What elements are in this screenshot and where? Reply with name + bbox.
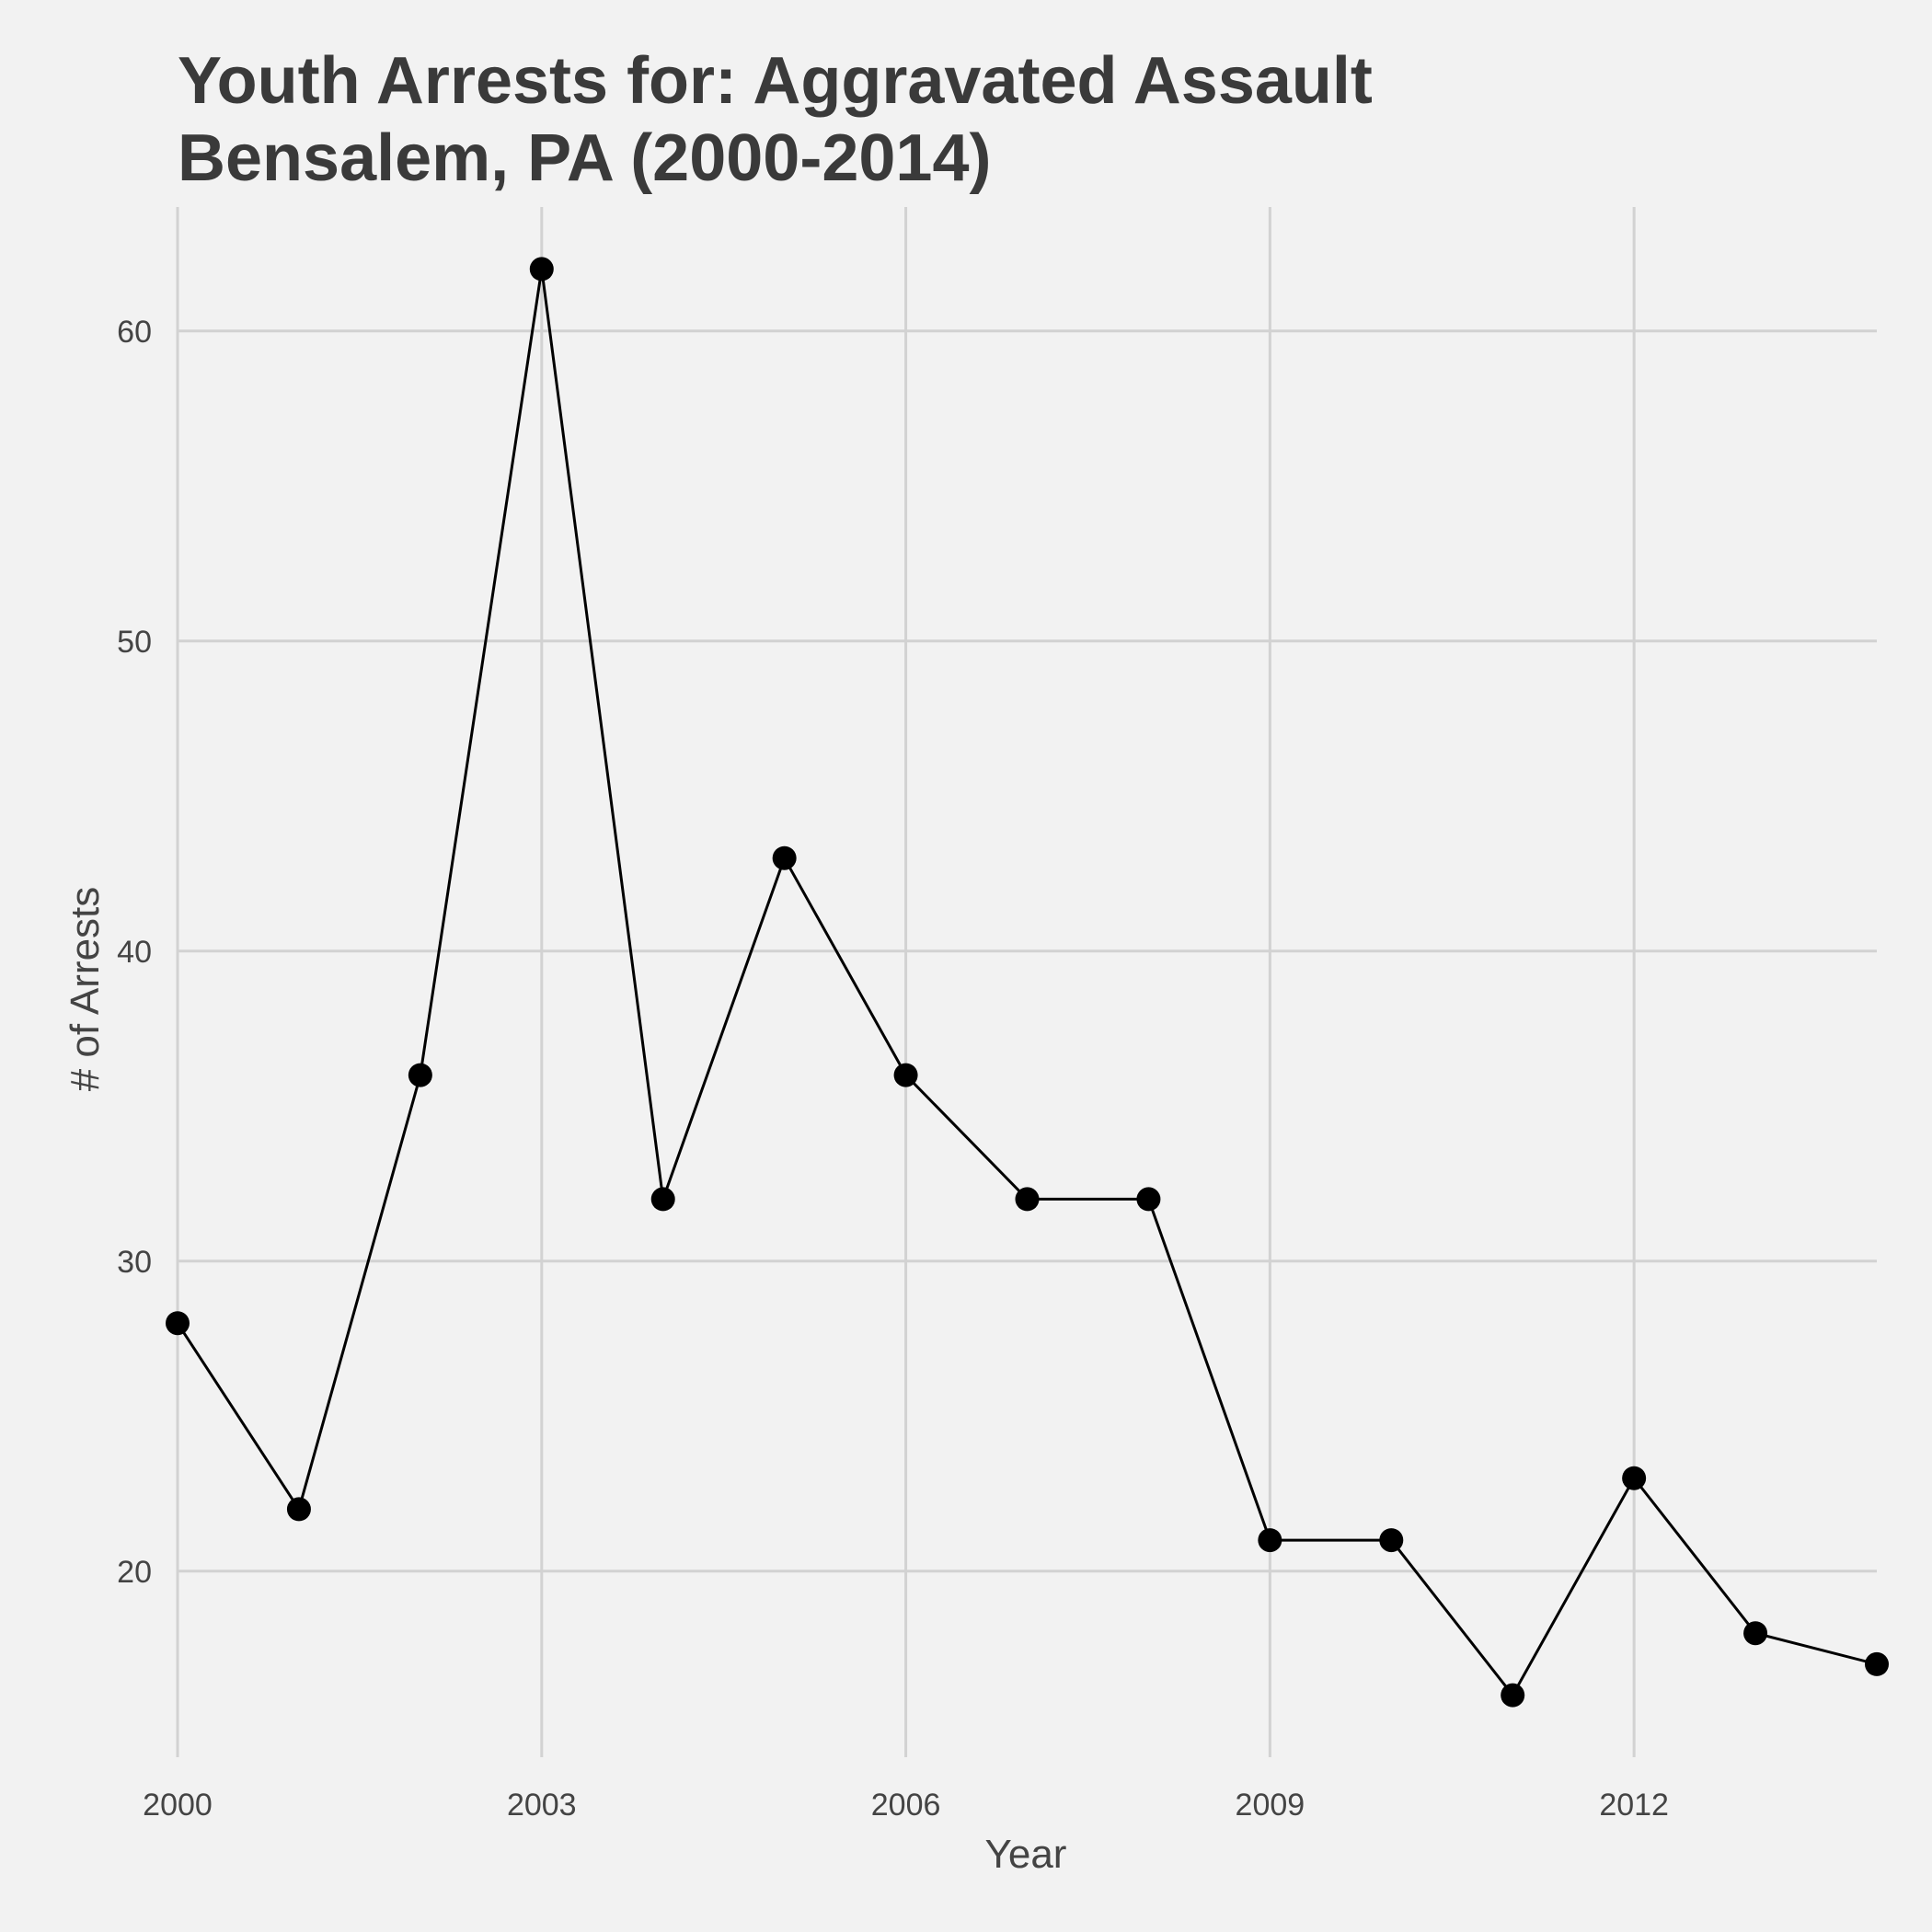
data-series bbox=[166, 257, 1889, 1707]
x-tick-label-2009: 2009 bbox=[1236, 1788, 1305, 1823]
y-tick-label-20: 20 bbox=[117, 1555, 152, 1590]
data-point-2004 bbox=[651, 1187, 675, 1211]
grid-lines bbox=[178, 207, 1877, 1757]
data-point-2008 bbox=[1136, 1187, 1160, 1211]
data-point-2007 bbox=[1016, 1187, 1040, 1211]
data-point-2006 bbox=[894, 1064, 918, 1087]
data-point-2009 bbox=[1258, 1528, 1282, 1552]
x-axis-label: Year bbox=[985, 1832, 1067, 1877]
data-point-2002 bbox=[408, 1064, 432, 1087]
chart-title-line-2: Bensalem, PA (2000-2014) bbox=[178, 121, 991, 195]
data-point-2010 bbox=[1379, 1528, 1403, 1552]
y-tick-label-50: 50 bbox=[117, 625, 152, 660]
y-tick-label-40: 40 bbox=[117, 935, 152, 970]
y-tick-label-30: 30 bbox=[117, 1245, 152, 1280]
chart-title-line-1: Youth Arrests for: Aggravated Assault bbox=[178, 44, 1373, 118]
data-point-2013 bbox=[1743, 1621, 1767, 1645]
data-point-2003 bbox=[530, 257, 554, 281]
data-point-2012 bbox=[1622, 1466, 1646, 1490]
data-point-2005 bbox=[773, 846, 797, 870]
data-point-2000 bbox=[166, 1311, 190, 1335]
x-tick-label-2000: 2000 bbox=[143, 1788, 213, 1823]
y-axis-label: # of Arrests bbox=[63, 887, 108, 1092]
x-tick-label-2006: 2006 bbox=[871, 1788, 941, 1823]
x-tick-label-2012: 2012 bbox=[1599, 1788, 1669, 1823]
data-point-2001 bbox=[287, 1497, 311, 1521]
y-tick-label-60: 60 bbox=[117, 315, 152, 350]
series-line bbox=[178, 269, 1877, 1695]
data-point-2014 bbox=[1865, 1652, 1889, 1676]
data-point-2011 bbox=[1501, 1684, 1524, 1708]
x-tick-label-2003: 2003 bbox=[507, 1788, 577, 1823]
